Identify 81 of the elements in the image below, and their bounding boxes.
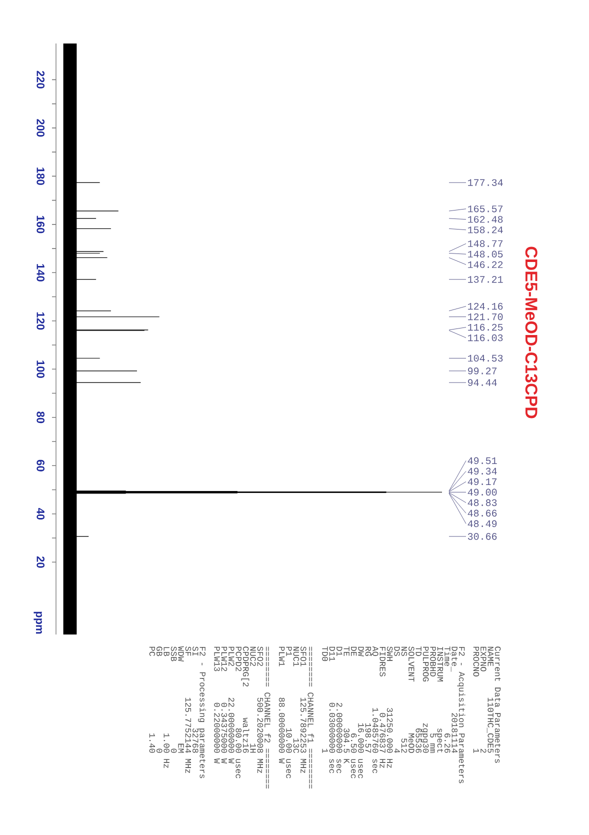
y-tick-label: 100 bbox=[36, 360, 44, 378]
text: SF 125.7752144 MHz bbox=[185, 646, 192, 774]
y-tick-label: 120 bbox=[36, 312, 44, 330]
y-axis-title: ppm bbox=[34, 612, 42, 634]
text: INSTRUM spect bbox=[436, 647, 444, 752]
text: CPDPRG[2 waltz16 bbox=[241, 646, 250, 753]
text: PULPROG zgpg30 bbox=[421, 646, 429, 753]
text: PLW1 88.00000000 W bbox=[278, 646, 285, 764]
text: P1 10.00 usec bbox=[286, 646, 292, 778]
text: DS 4 bbox=[394, 646, 400, 753]
text: TD 65536 bbox=[416, 646, 422, 753]
y-tick-label: 160 bbox=[36, 216, 44, 234]
text: PLW13 0.22000000 W bbox=[214, 646, 220, 764]
text: RG 198.57 bbox=[365, 646, 372, 753]
text: DE 6.50 usec bbox=[350, 646, 357, 778]
text: Date_ 20181114 bbox=[450, 646, 458, 753]
text: 49.34 bbox=[468, 468, 497, 475]
text: 177.34 bbox=[468, 179, 503, 186]
text: 49.51 bbox=[468, 457, 497, 464]
text: 137.21 bbox=[468, 276, 503, 283]
text: PC 1.40 bbox=[149, 646, 156, 753]
y-tick-label: 40 bbox=[36, 508, 44, 520]
y-tick-label: 200 bbox=[36, 119, 44, 137]
text: Time 6.26 bbox=[444, 646, 451, 753]
text: EXPNO 2 bbox=[480, 646, 486, 753]
text: SFO1 125.7892253 MHz bbox=[300, 646, 306, 774]
text: WDW EM bbox=[178, 646, 184, 753]
y-tick-label: 60 bbox=[36, 460, 44, 472]
text: PROCNO 1 bbox=[473, 646, 480, 753]
text: 104.53 bbox=[468, 354, 503, 362]
y-tick-label: 80 bbox=[36, 412, 44, 424]
text: SWH 31250.000 Hz bbox=[386, 646, 393, 768]
y-tick-label: 140 bbox=[36, 264, 44, 282]
text: 116.25 bbox=[468, 324, 503, 331]
text: LB 1.00 Hz bbox=[164, 647, 170, 768]
text: 48.83 bbox=[468, 499, 497, 506]
text: DW 16.000 usec bbox=[358, 646, 364, 778]
text: NUC2 1H bbox=[250, 646, 256, 753]
text: PROBHD 5 mm bbox=[430, 646, 436, 753]
text: 49.00 bbox=[468, 488, 497, 496]
text: 162.48 bbox=[468, 216, 503, 223]
y-tick-label: 20 bbox=[36, 556, 44, 568]
text: 158.24 bbox=[468, 226, 503, 234]
text: CDE5-MeOD-C13CPD bbox=[525, 246, 538, 418]
text: 116.03 bbox=[468, 334, 503, 342]
text: 124.16 bbox=[468, 302, 503, 310]
text: PLW12 0.34375000 W bbox=[221, 646, 228, 764]
text: F2 - Acquisition Parameters bbox=[457, 647, 466, 784]
text: 30.66 bbox=[468, 533, 497, 540]
text: TD0 1 bbox=[322, 646, 328, 753]
text: 94.44 bbox=[468, 379, 497, 386]
text: 148.05 bbox=[468, 250, 503, 258]
y-tick-label: 220 bbox=[36, 70, 44, 88]
text: FIDRES 0.476837 Hz bbox=[380, 647, 386, 768]
text: NS 512 bbox=[401, 646, 408, 753]
text: D11 0.03000000 sec bbox=[329, 646, 336, 774]
text: SFO2 500.2020008 MHz bbox=[257, 646, 264, 774]
text: PCPD2 80.00 usec bbox=[236, 646, 242, 778]
text: GB 0 bbox=[156, 646, 162, 753]
text: 146.22 bbox=[468, 261, 503, 268]
text: 121.70 bbox=[468, 313, 503, 320]
text: D1 2.00000000 sec bbox=[336, 646, 342, 774]
text: 48.66 bbox=[468, 510, 497, 517]
y-tick-label: 180 bbox=[36, 168, 44, 185]
text: 49.17 bbox=[468, 478, 497, 486]
text: ======== CHANNEL f1 ======== bbox=[308, 646, 314, 789]
text: AQ 1.0485760 sec bbox=[370, 646, 378, 774]
text: NUC1 13C bbox=[293, 646, 300, 753]
text: 165.57 bbox=[468, 205, 503, 212]
text: SOLVENT MeOD bbox=[408, 646, 414, 753]
text: PLW2 22.00000000 W bbox=[228, 646, 234, 764]
text: TE 304.5 K bbox=[344, 646, 350, 764]
text: NAME 110THC_CDE5 bbox=[486, 646, 494, 753]
text: 99.27 bbox=[468, 368, 497, 374]
text: SSB 0 bbox=[170, 646, 177, 753]
text: SI 32768 bbox=[192, 646, 198, 753]
text: 148.77 bbox=[468, 240, 503, 248]
text: 48.49 bbox=[468, 520, 497, 528]
text: ======== CHANNEL f2 ======== bbox=[264, 646, 271, 789]
text: F2 - Processing parameters bbox=[198, 647, 206, 778]
text: Current Data Parameters bbox=[494, 646, 501, 763]
